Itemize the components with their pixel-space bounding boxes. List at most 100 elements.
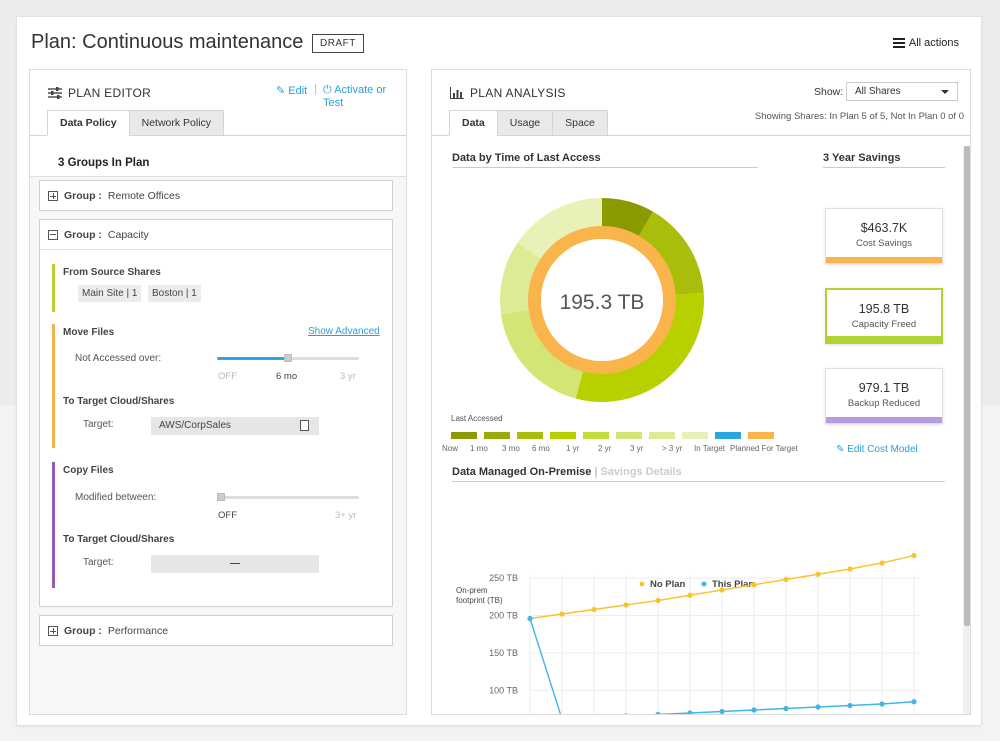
slider-tick: OFF: [218, 371, 237, 382]
y-tick-label: 250 TB: [489, 573, 518, 583]
data-point: [687, 710, 693, 714]
legend-swatch: [517, 432, 543, 439]
slider-tick: 3 yr: [340, 371, 356, 382]
group-performance[interactable]: Group : Performance: [39, 615, 393, 646]
group-capacity-header[interactable]: Group : Capacity: [40, 220, 392, 250]
caret-down-icon: [941, 90, 949, 94]
source-title: From Source Shares: [63, 267, 161, 278]
copy-target-select[interactable]: —: [151, 555, 319, 573]
last-accessed-label: Last Accessed: [451, 414, 503, 423]
target-label: Target:: [83, 419, 114, 430]
expand-icon[interactable]: [48, 626, 58, 636]
source-chip: Main Site | 1: [78, 285, 142, 302]
data-point: [591, 606, 597, 613]
copy-target-title: To Target Cloud/Shares: [63, 534, 175, 545]
page-title: Plan: Continuous maintenance: [31, 31, 304, 53]
tab-data[interactable]: Data: [449, 110, 498, 136]
copy-title: Copy Files: [63, 465, 114, 476]
source-chip: Boston | 1: [148, 285, 201, 302]
legend-swatch: [649, 432, 675, 439]
edit-icon: ✎: [836, 444, 845, 455]
cost-savings-label: Cost Savings: [856, 238, 912, 249]
sliders-icon: [48, 87, 62, 99]
cost-savings-value: $463.7K: [860, 221, 908, 235]
access-donut-chart: [500, 198, 704, 402]
copy-slider-track[interactable]: [217, 496, 359, 499]
legend-label: Planned For Target: [730, 444, 798, 453]
draft-badge: DRAFT: [312, 34, 364, 53]
legend-swatch: [583, 432, 609, 439]
tab-baseline: [602, 135, 970, 136]
activate-label: Activate or Test: [323, 84, 387, 109]
expand-icon[interactable]: [48, 191, 58, 201]
legend-swatch: [682, 432, 708, 439]
edit-label: Edit: [288, 85, 308, 97]
activate-link[interactable]: ⏻ Activate or Test: [323, 84, 406, 109]
data-point: [687, 592, 693, 598]
plan-editor-header: PLAN EDITOR: [48, 86, 151, 100]
group-name: Capacity: [107, 228, 149, 241]
tab-usage[interactable]: Usage: [496, 110, 554, 136]
tab-data-policy[interactable]: Data Policy: [47, 110, 130, 136]
legend-label: > 3 yr: [662, 444, 683, 453]
data-point: [719, 587, 725, 593]
tab-baseline: [30, 135, 47, 136]
plan-editor-title: PLAN EDITOR: [68, 86, 152, 100]
y-axis-label: On-prem: [456, 586, 488, 595]
data-point: [815, 571, 821, 577]
legend-swatch: [550, 432, 576, 439]
file-icon[interactable]: [300, 420, 309, 431]
share-filter-select[interactable]: All Shares: [846, 82, 958, 101]
show-advanced-link[interactable]: Show Advanced: [308, 326, 380, 337]
source-section: [52, 264, 55, 312]
data-point: [624, 713, 628, 714]
card-accent-bar: [826, 417, 942, 423]
legend-swatch: [616, 432, 642, 439]
chart-legend-label: No Plan: [650, 579, 686, 590]
card-accent-bar: [827, 336, 941, 342]
data-point: [847, 566, 853, 572]
bar-chart-icon: [450, 87, 464, 99]
modified-between-label: Modified between:: [75, 492, 157, 503]
edit-cost-model-link[interactable]: ✎ Edit Cost Model: [836, 444, 918, 455]
data-point: [623, 602, 629, 608]
donut-hole: [541, 239, 663, 361]
data-point: [847, 702, 853, 709]
tab-space[interactable]: Space: [552, 110, 608, 136]
group-remote-offices[interactable]: Group : Remote Offices: [39, 180, 393, 211]
planned-segment: [602, 226, 676, 337]
donut-segment: [500, 242, 543, 315]
data-point: [655, 597, 661, 604]
all-actions-label: All actions: [908, 37, 959, 49]
plan-analysis-header: PLAN ANALYSIS: [450, 86, 566, 100]
collapse-icon[interactable]: [48, 229, 58, 240]
menu-icon: [892, 38, 905, 48]
slider-tick: 6 mo: [276, 371, 298, 382]
header-divider: |: [594, 466, 601, 478]
section-divider: [452, 167, 758, 168]
move-target-select[interactable]: AWS/CorpSales: [151, 417, 319, 435]
y-tick-label: 200 TB: [489, 611, 518, 621]
move-target-value: AWS/CorpSales: [159, 420, 231, 431]
copy-section: [52, 462, 55, 588]
data-point: [559, 611, 565, 617]
copy-slider-handle[interactable]: [217, 493, 225, 501]
group-prefix: Group :: [64, 625, 102, 637]
data-point: [911, 552, 917, 559]
group-prefix: Group :: [64, 190, 102, 202]
scrollbar[interactable]: [964, 146, 970, 626]
capacity-freed-value: 195.8 TB: [858, 302, 910, 316]
data-point: [655, 711, 661, 714]
share-filter-value: All Shares: [855, 86, 901, 97]
savings-details-tab[interactable]: Savings Details: [600, 466, 682, 478]
tab-network-policy[interactable]: Network Policy: [128, 110, 225, 136]
group-capacity: Group : Capacity From Source Shares Main…: [39, 219, 393, 607]
move-slider-handle[interactable]: [284, 354, 292, 362]
data-point: [879, 560, 885, 566]
all-actions-button[interactable]: All actions: [892, 37, 959, 49]
plan-editor-panel: PLAN EDITOR ✎ Edit | ⏻ Activate or Test …: [29, 69, 407, 715]
section-divider: [452, 481, 945, 482]
legend-label: 1 mo: [470, 444, 488, 453]
backup-reduced-label: Backup Reduced: [847, 398, 921, 409]
edit-link[interactable]: ✎ Edit: [276, 84, 307, 97]
